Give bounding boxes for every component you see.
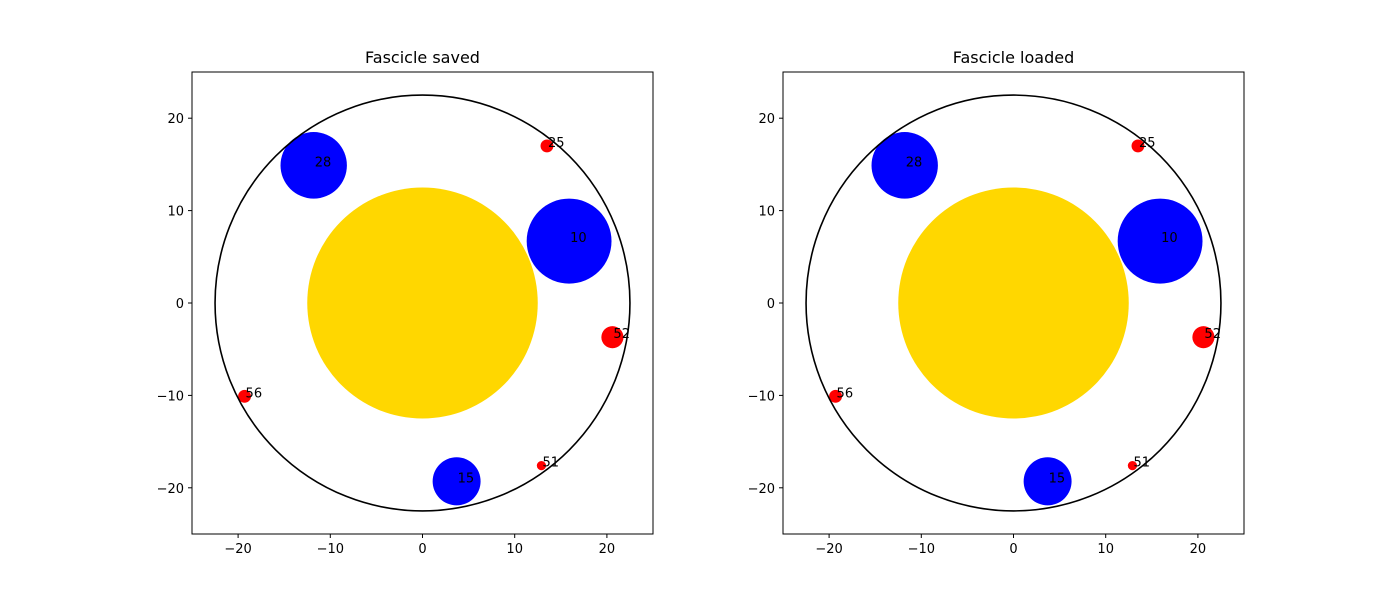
x-tick-label: 10 — [506, 542, 523, 557]
point-51 — [1127, 461, 1138, 471]
x-tick-label: −20 — [224, 542, 251, 557]
point-label-15: 15 — [1049, 471, 1066, 486]
point-28 — [280, 132, 347, 199]
point-label-52: 52 — [1204, 327, 1221, 342]
outer-circle — [214, 94, 631, 512]
point-10 — [526, 198, 612, 284]
point-label-28: 28 — [906, 155, 923, 170]
y-tick-label: 10 — [758, 205, 775, 220]
x-tick-label: −20 — [815, 542, 842, 557]
subplot-title: Fascicle loaded — [953, 48, 1074, 67]
fascicle-circle — [898, 187, 1129, 419]
point-25 — [540, 139, 554, 153]
point-label-10: 10 — [570, 231, 587, 246]
x-tick-label: 0 — [418, 542, 426, 557]
point-label-51: 51 — [1133, 456, 1150, 471]
point-25 — [1131, 139, 1145, 153]
y-tick-label: −10 — [748, 389, 775, 404]
subplot-title: Fascicle saved — [365, 48, 480, 67]
y-tick-label: 0 — [767, 297, 775, 312]
point-15 — [432, 457, 481, 506]
y-tick-label: 20 — [758, 112, 775, 127]
x-tick-label: 20 — [1190, 542, 1207, 557]
x-tick-label: −10 — [317, 542, 344, 557]
point-label-52: 52 — [613, 327, 630, 342]
y-tick-label: −20 — [748, 482, 775, 497]
point-56 — [238, 389, 252, 403]
y-tick-label: 20 — [167, 112, 184, 127]
x-tick-label: 10 — [1097, 542, 1114, 557]
x-tick-label: 0 — [1009, 542, 1017, 557]
point-label-15: 15 — [458, 471, 475, 486]
plot-area: 28 10 15 25 52 56 51 — [214, 94, 631, 512]
point-label-56: 56 — [246, 386, 263, 401]
point-56 — [829, 389, 843, 403]
point-label-51: 51 — [542, 456, 559, 471]
y-tick-label: −20 — [157, 482, 184, 497]
subplot-fascicle-saved: Fascicle saved 28 10 15 25 52 56 51 −20 −10 0 10 20… — [157, 48, 654, 557]
point-label-25: 25 — [548, 136, 565, 151]
point-52 — [1192, 326, 1215, 349]
point-label-10: 10 — [1161, 231, 1178, 246]
point-label-28: 28 — [315, 155, 332, 170]
y-tick-label: −10 — [157, 389, 184, 404]
point-51 — [536, 461, 547, 471]
point-28 — [871, 132, 938, 199]
point-label-56: 56 — [837, 386, 854, 401]
plot-area: 28 10 15 25 52 56 51 — [805, 94, 1222, 512]
point-15 — [1023, 457, 1072, 506]
y-tick-label: 10 — [167, 205, 184, 220]
outer-circle — [805, 94, 1222, 512]
y-tick-label: 0 — [176, 297, 184, 312]
point-52 — [601, 326, 624, 349]
fascicle-circle — [307, 187, 538, 419]
x-tick-label: 20 — [599, 542, 616, 557]
point-label-25: 25 — [1139, 136, 1156, 151]
x-tick-label: −10 — [908, 542, 935, 557]
point-10 — [1117, 198, 1203, 284]
